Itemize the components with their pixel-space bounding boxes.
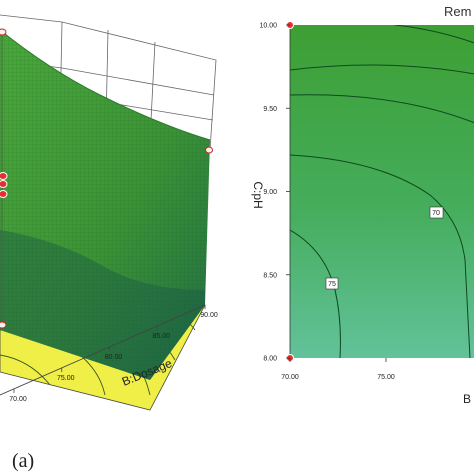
- ph-axis-tick-label: 10.00: [259, 23, 277, 30]
- contour-x-axis-ticks: 70.00 75.00: [281, 358, 395, 381]
- b-axis-tick-label: 90.00: [200, 312, 218, 319]
- contour-title: Rem: [444, 4, 471, 19]
- ph-axis-tick-label: 8.00: [263, 356, 277, 363]
- b-axis-line: [0, 304, 206, 396]
- panel-label: (a): [12, 450, 34, 472]
- ph-axis-tick-label: 8.50: [263, 272, 277, 279]
- contour-label-70: 70: [432, 210, 440, 217]
- contour-plot-area: [290, 25, 474, 358]
- design-point: [0, 190, 8, 198]
- ph-axis-tick-label: 9.00: [263, 189, 277, 196]
- contour-plot: 75 70 10.00 9.50 9.00 8.50 8.00 70.00 75.00 C…: [251, 4, 474, 406]
- design-point: [0, 321, 7, 329]
- b-axis-ticks: 70.00 75.00 80.00 85.00 90.00: [9, 305, 218, 403]
- b-axis-tick-label: 75.00: [57, 375, 75, 382]
- contour-x-axis-label: B: [463, 392, 471, 406]
- design-point: [205, 146, 213, 154]
- b-axis-tick-label: 80.00: [105, 354, 123, 361]
- contour-x-axis-tick-label: 70.00: [281, 374, 299, 381]
- ph-axis-label: C:pH: [251, 181, 265, 208]
- b-axis-tick-label: 85.00: [152, 333, 170, 340]
- ph-axis-tick-label: 9.50: [263, 106, 277, 113]
- design-point: [0, 172, 8, 180]
- contour-lines: [290, 25, 474, 358]
- ph-axis-ticks: 10.00 9.50 9.00 8.50 8.00: [259, 23, 290, 363]
- design-point: [0, 180, 8, 188]
- contour-value-labels: 75 70: [325, 206, 444, 290]
- contour-x-axis-tick-label: 75.00: [377, 374, 395, 381]
- design-points-3d: [0, 28, 213, 329]
- b-axis-tick-label: 70.00: [9, 396, 27, 403]
- design-point: [0, 28, 7, 36]
- contour-label-75: 75: [328, 281, 336, 288]
